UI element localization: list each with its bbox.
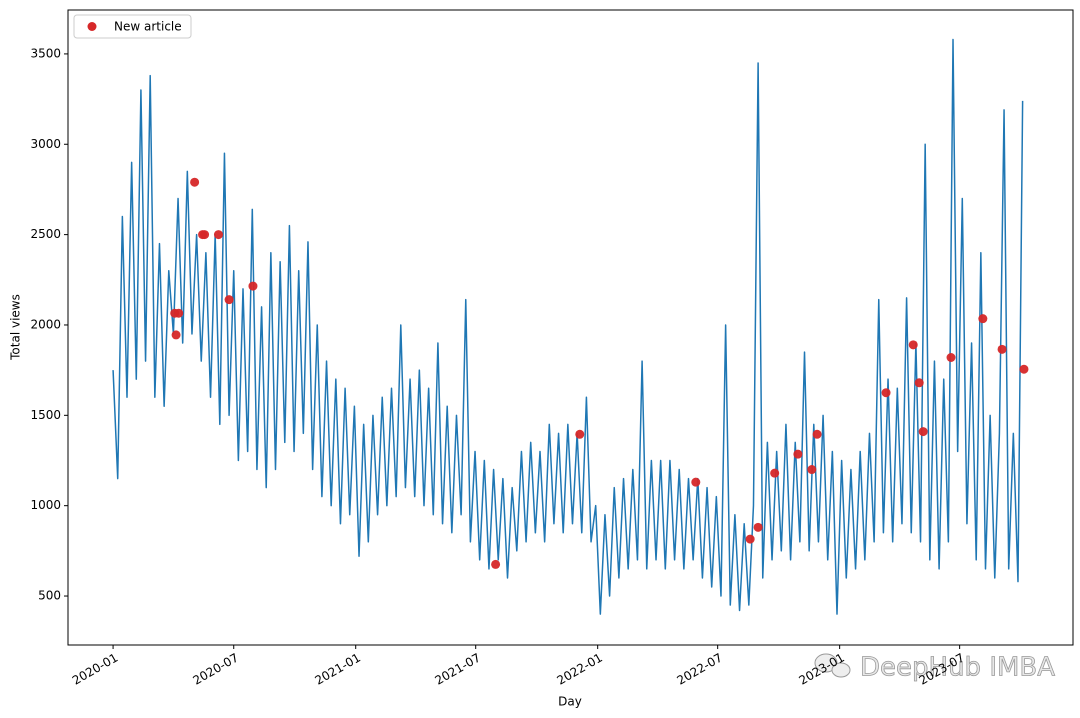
watermark: DeepHub IMBA [860, 653, 1055, 683]
article-point [200, 230, 210, 240]
y-tick-label: 1000 [30, 498, 61, 512]
y-tick-label: 1500 [30, 408, 61, 422]
article-point [881, 388, 891, 398]
y-tick-label: 500 [38, 589, 61, 603]
legend: New article [73, 14, 192, 39]
article-point [770, 468, 780, 478]
article-point [575, 429, 585, 439]
article-point [1019, 364, 1029, 374]
article-point [918, 427, 928, 437]
legend-marker [87, 22, 97, 31]
article-point [691, 477, 701, 487]
article-point [812, 429, 822, 439]
y-tick-label: 3500 [30, 46, 61, 60]
article-point [793, 449, 803, 459]
article-point [978, 314, 988, 324]
y-tick-label: 2500 [30, 227, 61, 241]
views-line [112, 38, 1024, 615]
article-point [491, 559, 501, 569]
article-point [946, 352, 956, 362]
plot-area [112, 38, 1029, 615]
article-point [190, 177, 200, 187]
y-tick-label: 2000 [30, 317, 61, 331]
legend-box [73, 14, 192, 39]
article-point [807, 465, 817, 475]
axes-frame [67, 9, 1074, 646]
article-point [753, 522, 763, 532]
y-tick-label: 3000 [30, 137, 61, 151]
article-point [248, 281, 258, 291]
article-point [171, 330, 181, 340]
article-point [213, 230, 223, 240]
article-point [908, 340, 918, 350]
watermark-icon [814, 653, 851, 678]
legend-label: New article [114, 20, 182, 34]
article-point [745, 534, 755, 544]
article-point [997, 344, 1007, 354]
article-point [224, 295, 234, 305]
article-point [174, 308, 184, 318]
y-axis-label: Total views [9, 294, 23, 361]
article-point [914, 378, 924, 388]
x-axis-label: Day [558, 695, 582, 709]
